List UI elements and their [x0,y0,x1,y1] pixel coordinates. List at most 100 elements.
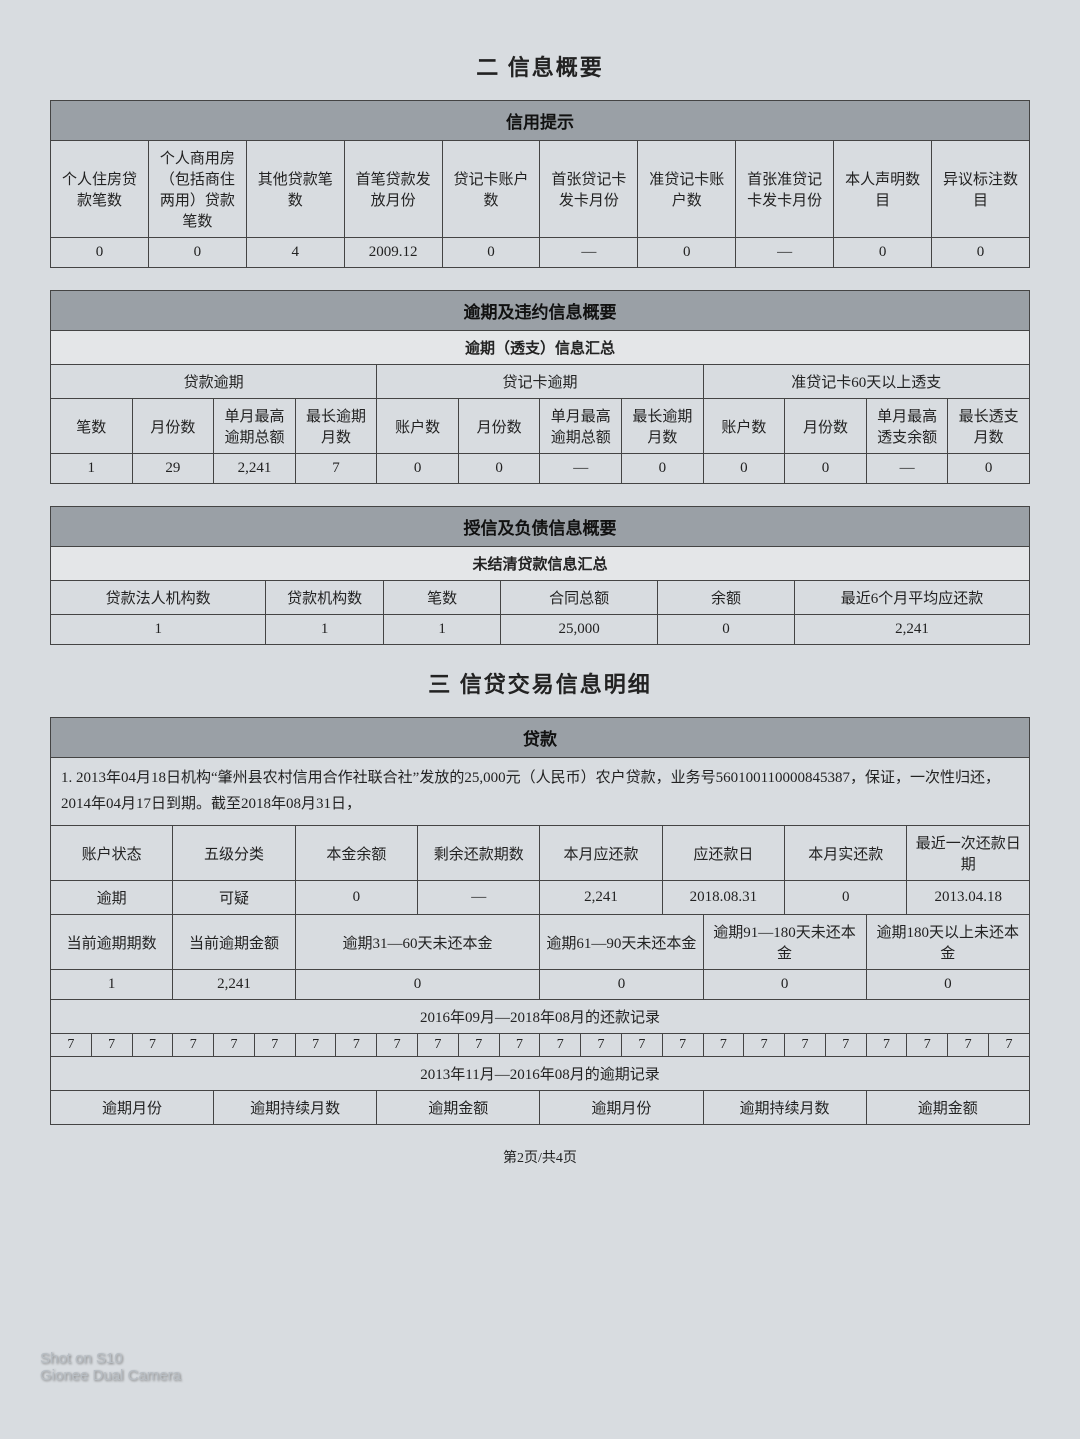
t4-rec1-cell: 7 [499,1034,540,1057]
t1-h2: 其他贷款笔数 [246,141,344,238]
t4-rec1-row: 777777777777777777777777 [51,1034,1030,1057]
watermark-line2: Gionee Dual Camera [40,1367,181,1384]
t4-rec1-cell: 7 [662,1034,703,1057]
t4-r2-3: 0 [540,970,703,1000]
t2-h11: 最长透支月数 [948,399,1030,454]
t4-h1-3: 剩余还款期数 [418,826,540,881]
t4-h1-6: 本月实还款 [785,826,907,881]
t1-h3: 首笔贷款发放月份 [344,141,442,238]
t4-rec2-h4: 逾期持续月数 [703,1091,866,1125]
t2-c9: 0 [785,454,867,484]
t4-h1-1: 五级分类 [173,826,295,881]
t2-c4: 0 [377,454,459,484]
t3-h0: 贷款法人机构数 [51,581,266,615]
t3-h5: 最近6个月平均应还款 [794,581,1029,615]
t4-rec1-cell: 7 [214,1034,255,1057]
t1-c2: 4 [246,238,344,268]
t3-c0: 1 [51,615,266,645]
t3-c4: 0 [657,615,794,645]
t2-c1: 29 [132,454,214,484]
t4-rec1-title: 2016年09月—2018年08月的还款记录 [51,1000,1030,1034]
t4-rec1-cell: 7 [703,1034,744,1057]
t4-rec2-h3: 逾期月份 [540,1091,703,1125]
t1-band: 信用提示 [51,101,1030,141]
t1-c0: 0 [51,238,149,268]
t4-rec1-cell: 7 [51,1034,92,1057]
t2-c7: 0 [622,454,704,484]
t4-note: 1. 2013年04月18日机构“肇州县农村信用合作社联合社”发放的25,000… [51,758,1030,826]
t4-rec1-cell: 7 [866,1034,907,1057]
t2-c3: 7 [295,454,377,484]
t4-rec1-cell: 7 [540,1034,581,1057]
t2-c10: — [866,454,948,484]
t4-r1-6: 0 [785,881,907,915]
t4-h2-1: 当前逾期金额 [173,915,295,970]
t4-h1-5: 应还款日 [662,826,784,881]
t2-c2: 2,241 [214,454,296,484]
t3-c3: 25,000 [501,615,658,645]
t4-r1-2: 0 [295,881,417,915]
t4-h1-7: 最近一次还款日期 [907,826,1030,881]
t4-rec2-h2: 逾期金额 [377,1091,540,1125]
t4-rec1-cell: 7 [785,1034,826,1057]
t1-h7: 首张准贷记卡发卡月份 [736,141,834,238]
t4-r1-3: — [418,881,540,915]
watermark-line1: Shot on S10 [40,1350,123,1367]
t4-h1-4: 本月应还款 [540,826,662,881]
t3-h4: 余额 [657,581,794,615]
credit-tips-table: 信用提示 个人住房贷款笔数 个人商用房（包括商住两用）贷款笔数 其他贷款笔数 首… [50,100,1030,268]
t1-h9: 异议标注数目 [932,141,1030,238]
t2-h10: 单月最高透支余额 [866,399,948,454]
t4-rec1-cell: 7 [254,1034,295,1057]
t1-c9: 0 [932,238,1030,268]
t3-h3: 合同总额 [501,581,658,615]
t4-rec2-title: 2013年11月—2016年08月的逾期记录 [51,1057,1030,1091]
t4-r2-0: 1 [51,970,173,1000]
loan-detail-table: 贷款 1. 2013年04月18日机构“肇州县农村信用合作社联合社”发放的25,… [50,717,1030,1125]
t4-rec1-cell: 7 [907,1034,948,1057]
t2-h4: 账户数 [377,399,459,454]
t1-h0: 个人住房贷款笔数 [51,141,149,238]
t4-r1-7: 2013.04.18 [907,881,1030,915]
t4-band: 贷款 [51,718,1030,758]
t1-c3: 2009.12 [344,238,442,268]
t4-rec1-cell: 7 [621,1034,662,1057]
t4-r2-4: 0 [703,970,866,1000]
t2-g1: 贷款逾期 [51,365,377,399]
t4-rec1-cell: 7 [458,1034,499,1057]
t1-c4: 0 [442,238,540,268]
t3-subband: 未结清贷款信息汇总 [51,547,1030,581]
t1-c5: — [540,238,638,268]
t2-c11: 0 [948,454,1030,484]
t2-c5: 0 [458,454,540,484]
t2-h1: 月份数 [132,399,214,454]
t2-h7: 最长逾期月数 [622,399,704,454]
page-footer: 第2页/共4页 [50,1147,1030,1167]
t3-c1: 1 [266,615,383,645]
t4-rec1-cell: 7 [988,1034,1029,1057]
t4-rec1-cell: 7 [377,1034,418,1057]
section2-title: 二 信息概要 [50,50,1030,82]
t4-h1-2: 本金余额 [295,826,417,881]
t2-band: 逾期及违约信息概要 [51,291,1030,331]
camera-watermark: Shot on S10 Gionee Dual Camera [40,1350,181,1384]
t4-rec2-h5: 逾期金额 [866,1091,1029,1125]
t3-c5: 2,241 [794,615,1029,645]
t2-c8: 0 [703,454,785,484]
t4-r1-4: 2,241 [540,881,662,915]
t2-h9: 月份数 [785,399,867,454]
t3-band: 授信及负债信息概要 [51,507,1030,547]
t2-subband: 逾期（透支）信息汇总 [51,331,1030,365]
t4-r1-5: 2018.08.31 [662,881,784,915]
overdue-summary-table: 逾期及违约信息概要 逾期（透支）信息汇总 贷款逾期 贷记卡逾期 准贷记卡60天以… [50,290,1030,484]
t4-r2-1: 2,241 [173,970,295,1000]
t4-r2-5: 0 [866,970,1029,1000]
t3-h1: 贷款机构数 [266,581,383,615]
t4-r2-2: 0 [295,970,540,1000]
t4-rec2-h0: 逾期月份 [51,1091,214,1125]
t4-h2-0: 当前逾期期数 [51,915,173,970]
t2-h0: 笔数 [51,399,133,454]
t4-rec1-cell: 7 [825,1034,866,1057]
t4-rec1-cell: 7 [418,1034,459,1057]
t4-rec1-cell: 7 [336,1034,377,1057]
